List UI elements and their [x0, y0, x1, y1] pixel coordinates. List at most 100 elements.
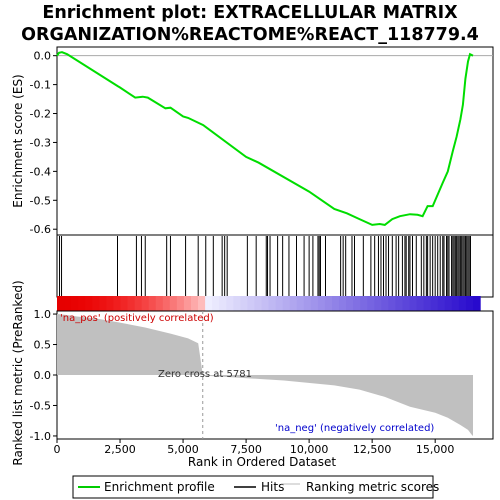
- rank-color-bar: [57, 296, 481, 311]
- x-tick-label: 15,000: [416, 443, 455, 456]
- color-bar-segment: [296, 296, 305, 311]
- color-bar-segment: [423, 296, 432, 311]
- zero-cross-label: Zero cross at 5781: [158, 369, 252, 380]
- es-panel-frame: [56, 46, 494, 236]
- color-bar-segment: [162, 296, 171, 311]
- color-bar-segment: [268, 296, 277, 311]
- color-bar-segment: [106, 296, 115, 311]
- color-bar-segment: [134, 296, 143, 311]
- pos-correlated-label: 'na_pos' (positively correlated): [60, 313, 214, 324]
- color-bar-segment: [169, 296, 178, 311]
- es-tick-label: 0.0: [34, 50, 52, 63]
- color-bar-segment: [451, 296, 460, 311]
- color-bar-segment: [141, 296, 150, 311]
- metric-tick-label: 0.0: [34, 369, 52, 382]
- color-bar-segment: [346, 296, 354, 311]
- color-bar-segment: [275, 296, 284, 311]
- metric-tick-label: -1.0: [30, 430, 51, 443]
- enrichment-profile-group: [56, 51, 474, 226]
- color-bar-segment: [240, 296, 248, 311]
- color-bar-segment: [402, 296, 411, 311]
- color-bar-segment: [332, 296, 340, 311]
- color-bar-segment: [71, 296, 79, 311]
- hits-group: [59, 236, 471, 296]
- color-bar-segment: [303, 296, 312, 311]
- enrichment-profile-line: [56, 51, 474, 226]
- color-bar-segment: [381, 296, 389, 311]
- color-bar-segment: [198, 296, 206, 311]
- color-bar-segment: [247, 296, 256, 311]
- chart-title-line-2: ORGANIZATION%REACTOME%REACT_118779.4: [21, 25, 479, 45]
- color-bar-segment: [289, 296, 298, 311]
- metric-tick-label: 1.0: [34, 308, 52, 321]
- color-bar-segment: [374, 296, 382, 311]
- color-bar-segment: [191, 296, 199, 311]
- color-bar-segment: [212, 296, 220, 311]
- es-tick-label: -0.3: [30, 136, 51, 149]
- color-bar-segment: [360, 296, 368, 311]
- metric-y-axis: 1.0 0.5 0.0 -0.5 -1.0: [30, 308, 57, 443]
- x-tick-label: 0: [54, 443, 61, 456]
- color-bar-segment: [92, 296, 100, 311]
- color-bar-segment: [388, 296, 397, 311]
- color-bar-segment: [85, 296, 93, 311]
- color-bar-segment: [127, 296, 136, 311]
- es-tick-label: -0.1: [30, 79, 51, 92]
- color-bar-segment: [444, 296, 453, 311]
- color-bar-segment: [261, 296, 270, 311]
- color-bar-segment: [78, 296, 86, 311]
- es-tick-label: -0.4: [30, 165, 51, 178]
- neg-correlated-label: 'na_neg' (negatively correlated): [275, 423, 434, 434]
- color-bar-segment: [99, 296, 107, 311]
- color-bar-segment: [458, 296, 467, 311]
- color-bar-segment: [254, 296, 263, 311]
- color-bar-segment: [367, 296, 375, 311]
- es-tick-label: -0.2: [30, 108, 51, 121]
- color-bar-segment: [430, 296, 439, 311]
- color-bar-segment: [409, 296, 418, 311]
- color-bar-segment: [339, 296, 347, 311]
- color-bar-segment: [183, 296, 192, 311]
- color-bar-segment: [416, 296, 425, 311]
- color-bar-segment: [148, 296, 157, 311]
- color-bar-segment: [473, 296, 481, 311]
- color-bar-segment: [205, 296, 213, 311]
- color-bar-segment: [155, 296, 164, 311]
- color-bar-segment: [176, 296, 185, 311]
- chart-title-line-1: Enrichment plot: EXTRACELLULAR MATRIX: [42, 3, 458, 23]
- es-y-axis-label: Enrichment score (ES): [11, 74, 25, 207]
- color-bar-segment: [395, 296, 404, 311]
- legend-metric-label: Ranking metric scores: [306, 480, 439, 494]
- color-bar-segment: [113, 296, 122, 311]
- x-axis: 0 2,500 5,000 7,500 10,000 12,500 15,000: [54, 439, 455, 456]
- x-tick-label: 5,000: [167, 443, 199, 456]
- x-tick-label: 10,000: [290, 443, 329, 456]
- color-bar-segment: [120, 296, 129, 311]
- color-bar-segment: [353, 296, 361, 311]
- color-bar-segment: [317, 296, 326, 311]
- color-bar-segment: [64, 296, 72, 311]
- metric-y-axis-label: Ranked list metric (PreRanked): [11, 280, 25, 465]
- color-bar-segment: [226, 296, 234, 311]
- es-tick-label: -0.5: [30, 194, 51, 207]
- color-bar-segment: [282, 296, 291, 311]
- color-bar-segment: [233, 296, 241, 311]
- es-y-axis: 0.0 -0.1 -0.2 -0.3 -0.4 -0.5 -0.6: [30, 50, 57, 236]
- color-bar-segment: [219, 296, 227, 311]
- x-tick-label: 7,500: [230, 443, 262, 456]
- color-bar-segment: [465, 296, 474, 311]
- x-axis-label: Rank in Ordered Dataset: [188, 455, 336, 469]
- color-bar-segment: [437, 296, 446, 311]
- color-bar-segment: [324, 296, 333, 311]
- color-bar-segment: [310, 296, 319, 311]
- metric-tick-label: -0.5: [30, 399, 51, 412]
- color-bar-segment: [57, 296, 65, 311]
- ranked-metric-group: [57, 311, 473, 439]
- legend-hits-label: Hits: [261, 480, 284, 494]
- metric-tick-label: 0.5: [34, 339, 52, 352]
- legend-enrichment-label: Enrichment profile: [104, 480, 215, 494]
- x-tick-label: 12,500: [353, 443, 392, 456]
- ranked-metric-area: [57, 314, 473, 436]
- x-tick-label: 2,500: [104, 443, 136, 456]
